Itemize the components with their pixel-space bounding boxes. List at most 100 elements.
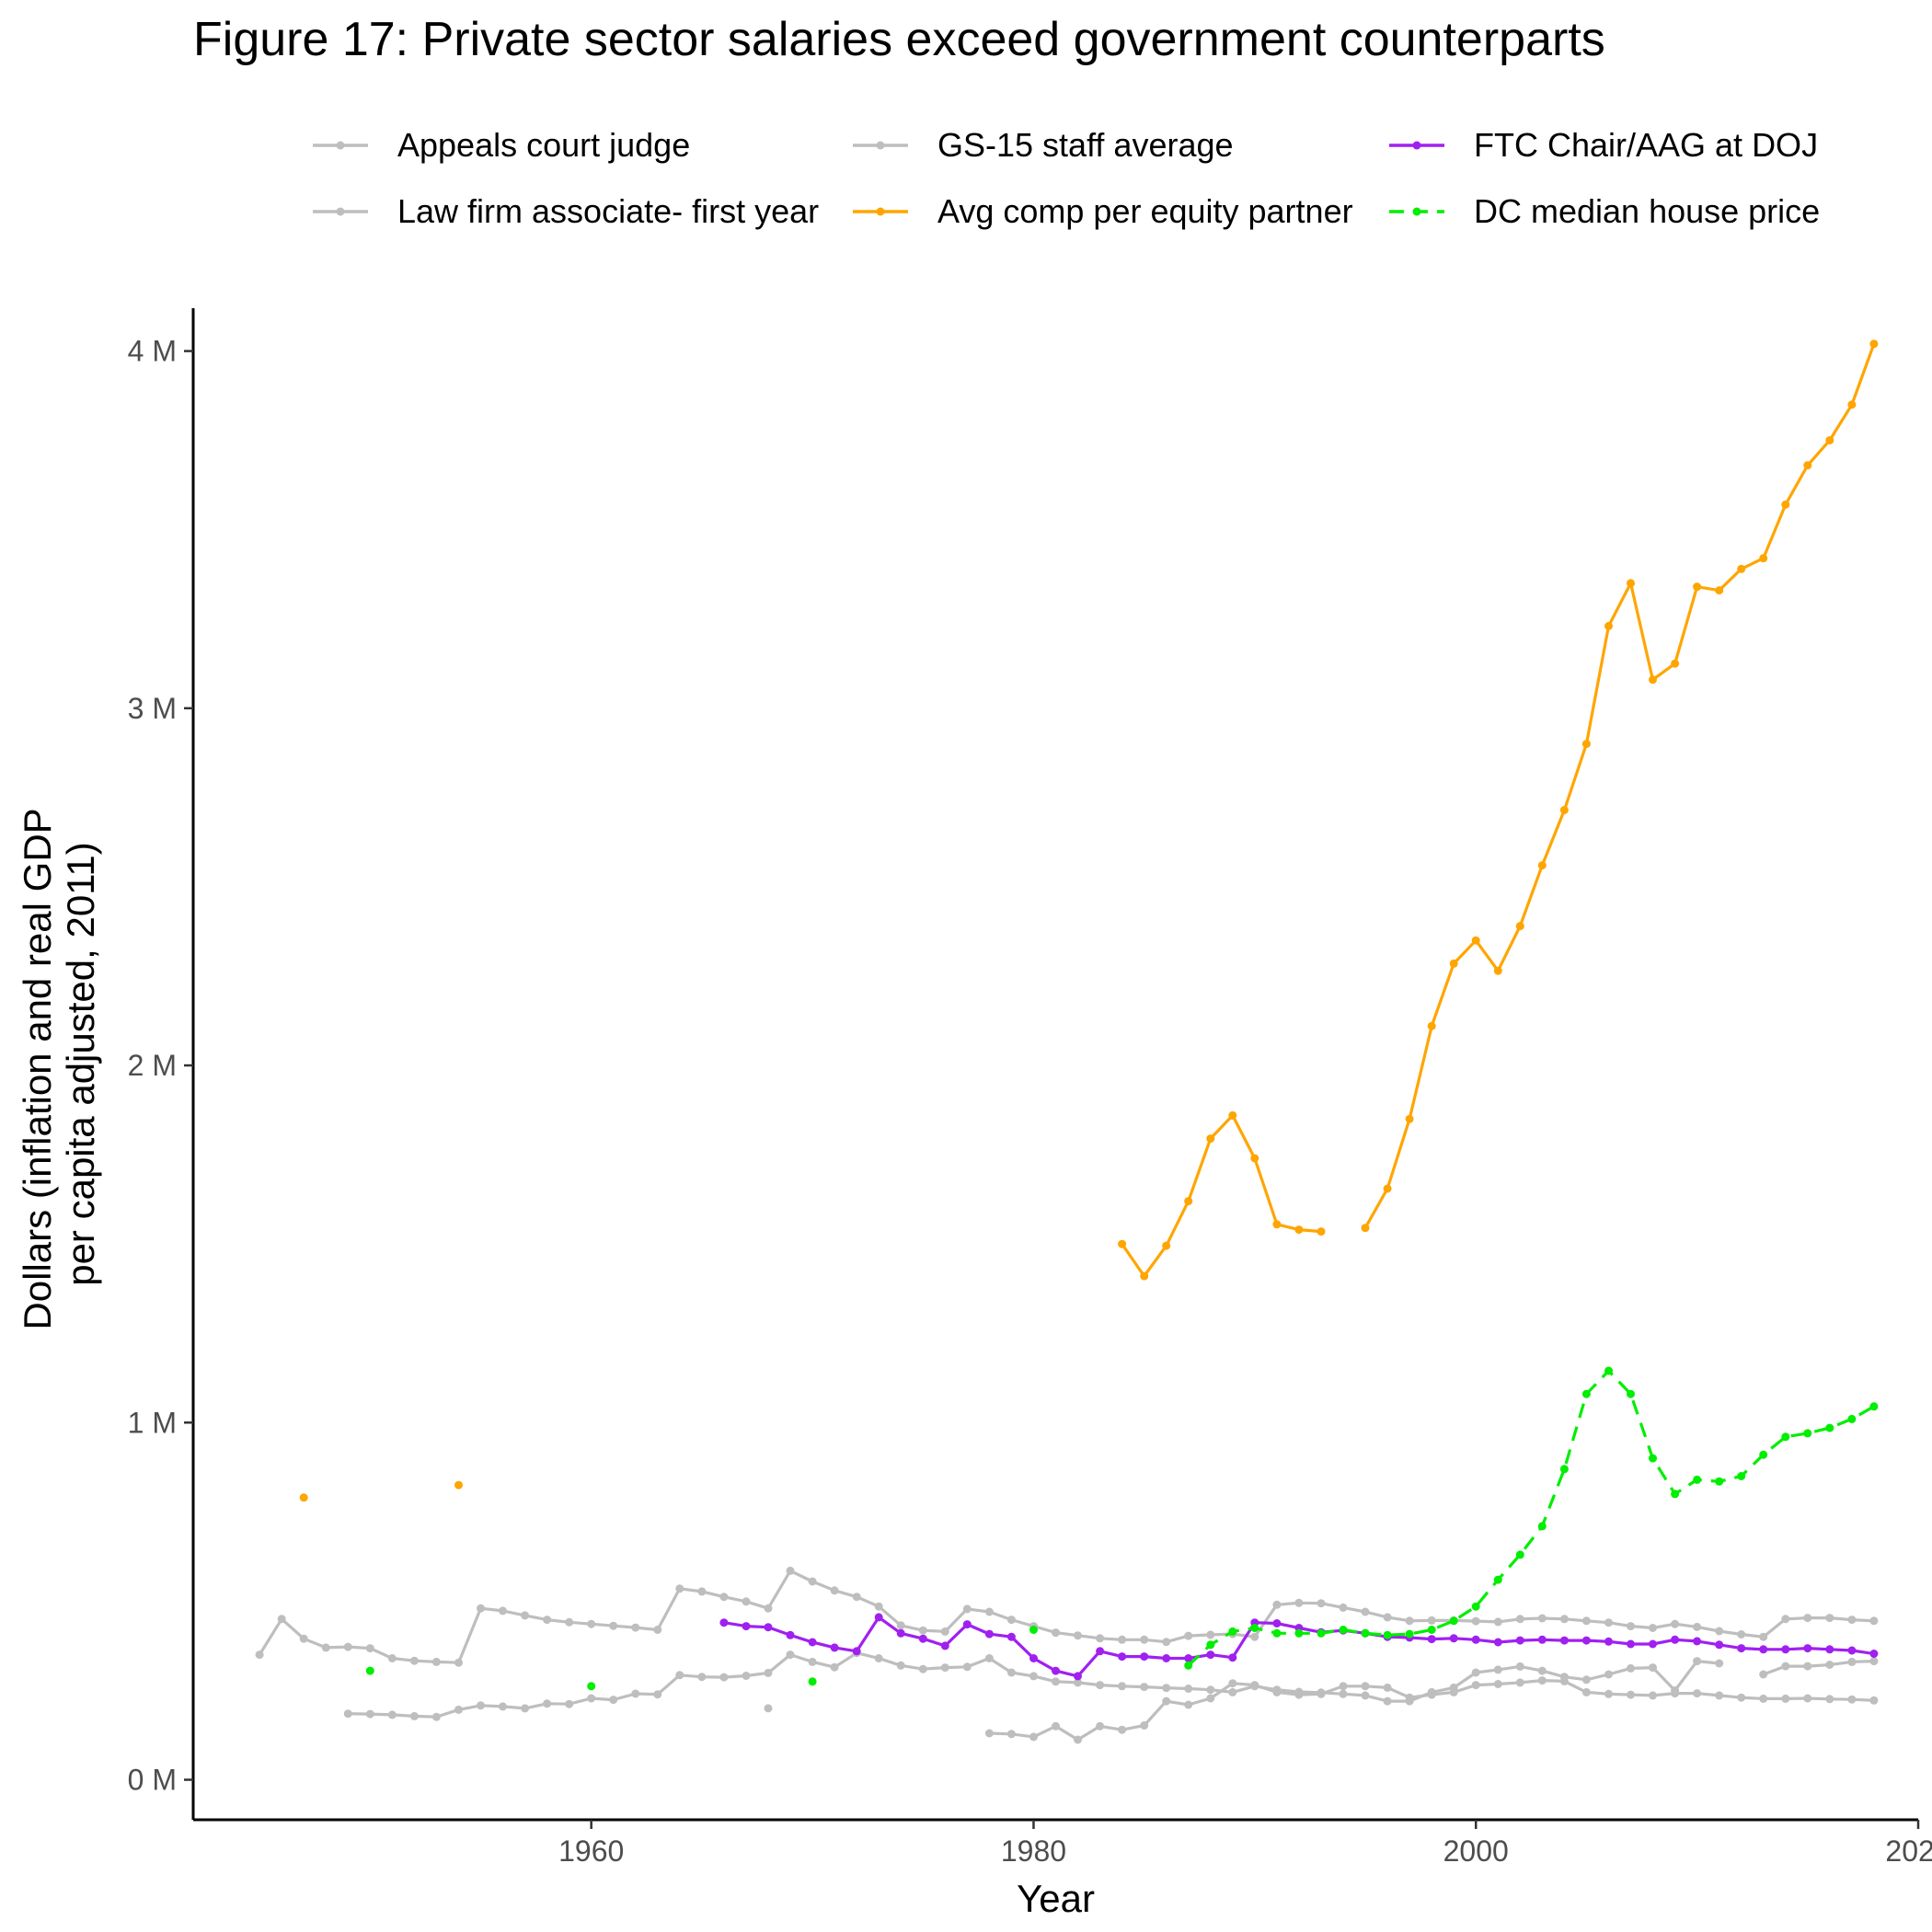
data-point (1671, 1689, 1680, 1698)
data-point (1118, 1652, 1127, 1662)
data-point (1493, 1638, 1502, 1647)
data-point (631, 1689, 640, 1698)
data-point (609, 1696, 618, 1705)
series-layer (255, 339, 1879, 1744)
y-tick-label: 1 M (128, 1406, 177, 1439)
data-point (1272, 1220, 1282, 1229)
data-point (1383, 1696, 1392, 1706)
data-point (1228, 1679, 1237, 1688)
data-point (1162, 1696, 1171, 1706)
data-point (1649, 1639, 1657, 1649)
data-point (1427, 1690, 1436, 1699)
data-point (454, 1658, 463, 1667)
data-point (1604, 1366, 1613, 1375)
data-point (719, 1618, 729, 1627)
data-point (808, 1657, 817, 1666)
data-point (896, 1661, 905, 1670)
data-point (1405, 1693, 1414, 1702)
data-point (1029, 1672, 1038, 1681)
data-point (1140, 1721, 1149, 1730)
data-point (1581, 1675, 1591, 1685)
data-point (1383, 1683, 1392, 1692)
data-point (1759, 1450, 1768, 1459)
data-point (1361, 1607, 1370, 1616)
legend: Appeals court judge Law firm associate- f… (313, 126, 1820, 230)
data-point (1074, 1631, 1082, 1640)
data-point (1604, 1618, 1613, 1627)
data-point (1006, 1616, 1016, 1625)
data-point (918, 1664, 927, 1673)
data-point (852, 1647, 861, 1656)
data-point (1803, 1429, 1812, 1438)
data-point (742, 1672, 751, 1680)
legend-label: GS-15 staff average (937, 126, 1234, 164)
legend-label: FTC Chair/AAG at DOJ (1474, 126, 1818, 164)
data-point (1118, 1682, 1127, 1691)
data-point (1627, 1639, 1635, 1649)
data-point (1537, 861, 1547, 870)
data-point (1869, 1402, 1879, 1411)
series-law-firm-associate-first-year (343, 1649, 1879, 1721)
data-point (1206, 1640, 1215, 1650)
data-point (521, 1611, 530, 1620)
data-point (1693, 582, 1702, 592)
data-point (1228, 1687, 1237, 1696)
data-point (321, 1643, 330, 1652)
data-point (587, 1682, 596, 1691)
data-point (565, 1699, 574, 1708)
data-point (1096, 1721, 1105, 1731)
data-point (653, 1626, 662, 1634)
data-point (1074, 1672, 1082, 1681)
data-point (1759, 554, 1768, 563)
data-point (1604, 1689, 1613, 1698)
data-point (1781, 1432, 1790, 1442)
x-tick-label: 1980 (1001, 1834, 1066, 1868)
data-point (1184, 1631, 1193, 1640)
data-point (631, 1623, 640, 1632)
data-point (1781, 1662, 1790, 1671)
data-point (343, 1709, 352, 1719)
data-point (1559, 1636, 1569, 1645)
data-point (1515, 1636, 1524, 1645)
data-point (499, 1702, 507, 1711)
data-point (1162, 1654, 1171, 1662)
data-point (1759, 1632, 1768, 1641)
data-point (1029, 1626, 1038, 1634)
data-point (1869, 339, 1879, 349)
data-point (653, 1690, 662, 1699)
x-axis-title: Year (1017, 1877, 1095, 1920)
data-point (587, 1694, 596, 1703)
data-point (1184, 1700, 1193, 1709)
data-point (1162, 1684, 1171, 1693)
data-point (277, 1615, 286, 1624)
data-point (1715, 586, 1724, 595)
data-point (387, 1710, 397, 1719)
legend-label: Law firm associate- first year (397, 192, 819, 230)
data-point (1825, 1614, 1834, 1623)
data-point (1140, 1271, 1149, 1281)
legend-item-ftc-chair-aag-at-doj: FTC Chair/AAG at DOJ (1389, 126, 1818, 164)
data-point (454, 1480, 463, 1489)
data-point (874, 1613, 883, 1622)
data-point (1581, 1687, 1591, 1696)
data-point (1559, 1676, 1569, 1685)
data-point (1671, 659, 1680, 668)
data-point (1140, 1652, 1149, 1662)
data-point (1825, 1695, 1834, 1704)
data-point (1693, 1637, 1702, 1646)
data-point (477, 1604, 485, 1613)
data-point (1627, 579, 1635, 588)
data-point (786, 1566, 795, 1575)
data-point (1294, 1690, 1304, 1699)
data-point (1140, 1683, 1149, 1692)
data-point (1649, 1624, 1657, 1632)
data-point (1006, 1632, 1016, 1641)
chart-title: Figure 17: Private sector salaries excee… (193, 13, 1605, 66)
data-point (343, 1642, 352, 1651)
data-point (1537, 1666, 1547, 1675)
data-point (1581, 1616, 1591, 1626)
data-point (454, 1705, 463, 1714)
data-point (1715, 1659, 1724, 1668)
data-point (1759, 1694, 1768, 1703)
data-point (1052, 1677, 1060, 1686)
